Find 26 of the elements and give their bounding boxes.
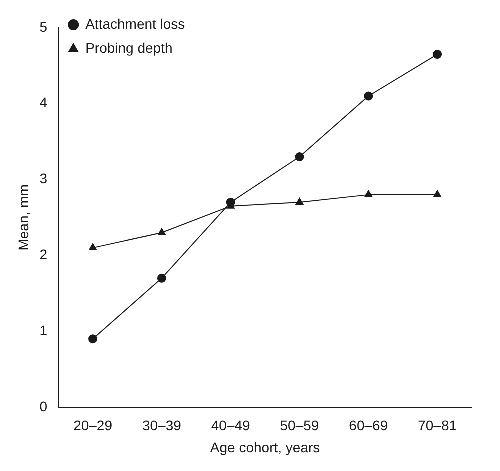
x-tick-label: 50–59 (280, 418, 320, 434)
point (89, 244, 97, 251)
legend-label: Probing depth (86, 40, 173, 56)
x-tick-label: 70–81 (418, 418, 458, 434)
point (157, 274, 166, 283)
y-tick-label: 1 (40, 322, 48, 338)
y-tick-label: 5 (40, 18, 48, 35)
x-tick-label: 40–49 (211, 418, 251, 434)
x-tick-label: 30–39 (142, 418, 182, 434)
point (296, 198, 304, 206)
x-axis-title: Age cohort, years (210, 439, 320, 456)
point (433, 50, 442, 60)
y-tick-label: 0 (40, 398, 48, 414)
point (434, 190, 442, 198)
point (88, 334, 98, 344)
legend-label: Attachment loss (86, 16, 186, 32)
y-tick-label: 4 (40, 94, 48, 111)
point (158, 228, 166, 236)
y-tick-label: 3 (40, 170, 48, 187)
y-axis-title: Mean, mm (15, 184, 32, 251)
x-tick-label: 20–29 (74, 418, 113, 434)
x-tick-label: 60–69 (349, 418, 388, 434)
point (295, 152, 304, 162)
y-tick-label: 2 (40, 246, 48, 262)
point (364, 92, 374, 101)
point (364, 190, 373, 198)
